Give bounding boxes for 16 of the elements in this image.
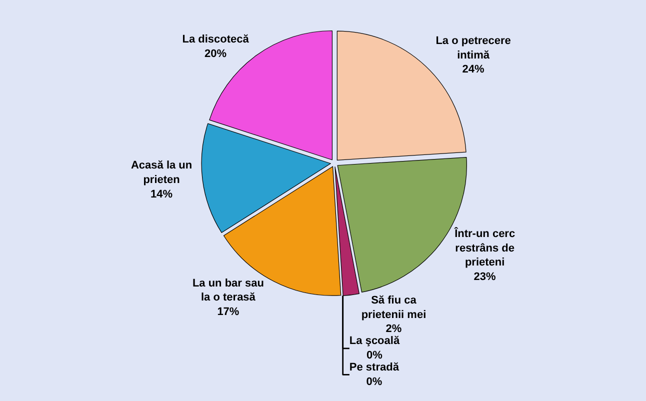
data-label: 20% (204, 48, 227, 60)
slice-label: Într-un cerc restrâns de prieteni (454, 227, 516, 269)
category-label: Pe stradă (349, 362, 399, 374)
data-label: 24% (462, 64, 485, 76)
text: 0% (366, 376, 382, 388)
data-label: 23% (474, 270, 496, 283)
slice-label: La o petrecere intimă (436, 34, 511, 62)
category-label: La şcoală (349, 335, 400, 348)
data-label: 17% (217, 306, 240, 318)
data-label: 14% (150, 188, 173, 200)
text: 0% (366, 350, 382, 362)
data-label: 2% (386, 323, 402, 336)
slice-label: La un bar sau la o terasă (192, 277, 264, 304)
slice-label: La discotecă (182, 34, 250, 46)
slice-label: Să fiu ca prietenii mei (361, 294, 426, 321)
slice-label: Acasă la un prieten (130, 160, 192, 186)
